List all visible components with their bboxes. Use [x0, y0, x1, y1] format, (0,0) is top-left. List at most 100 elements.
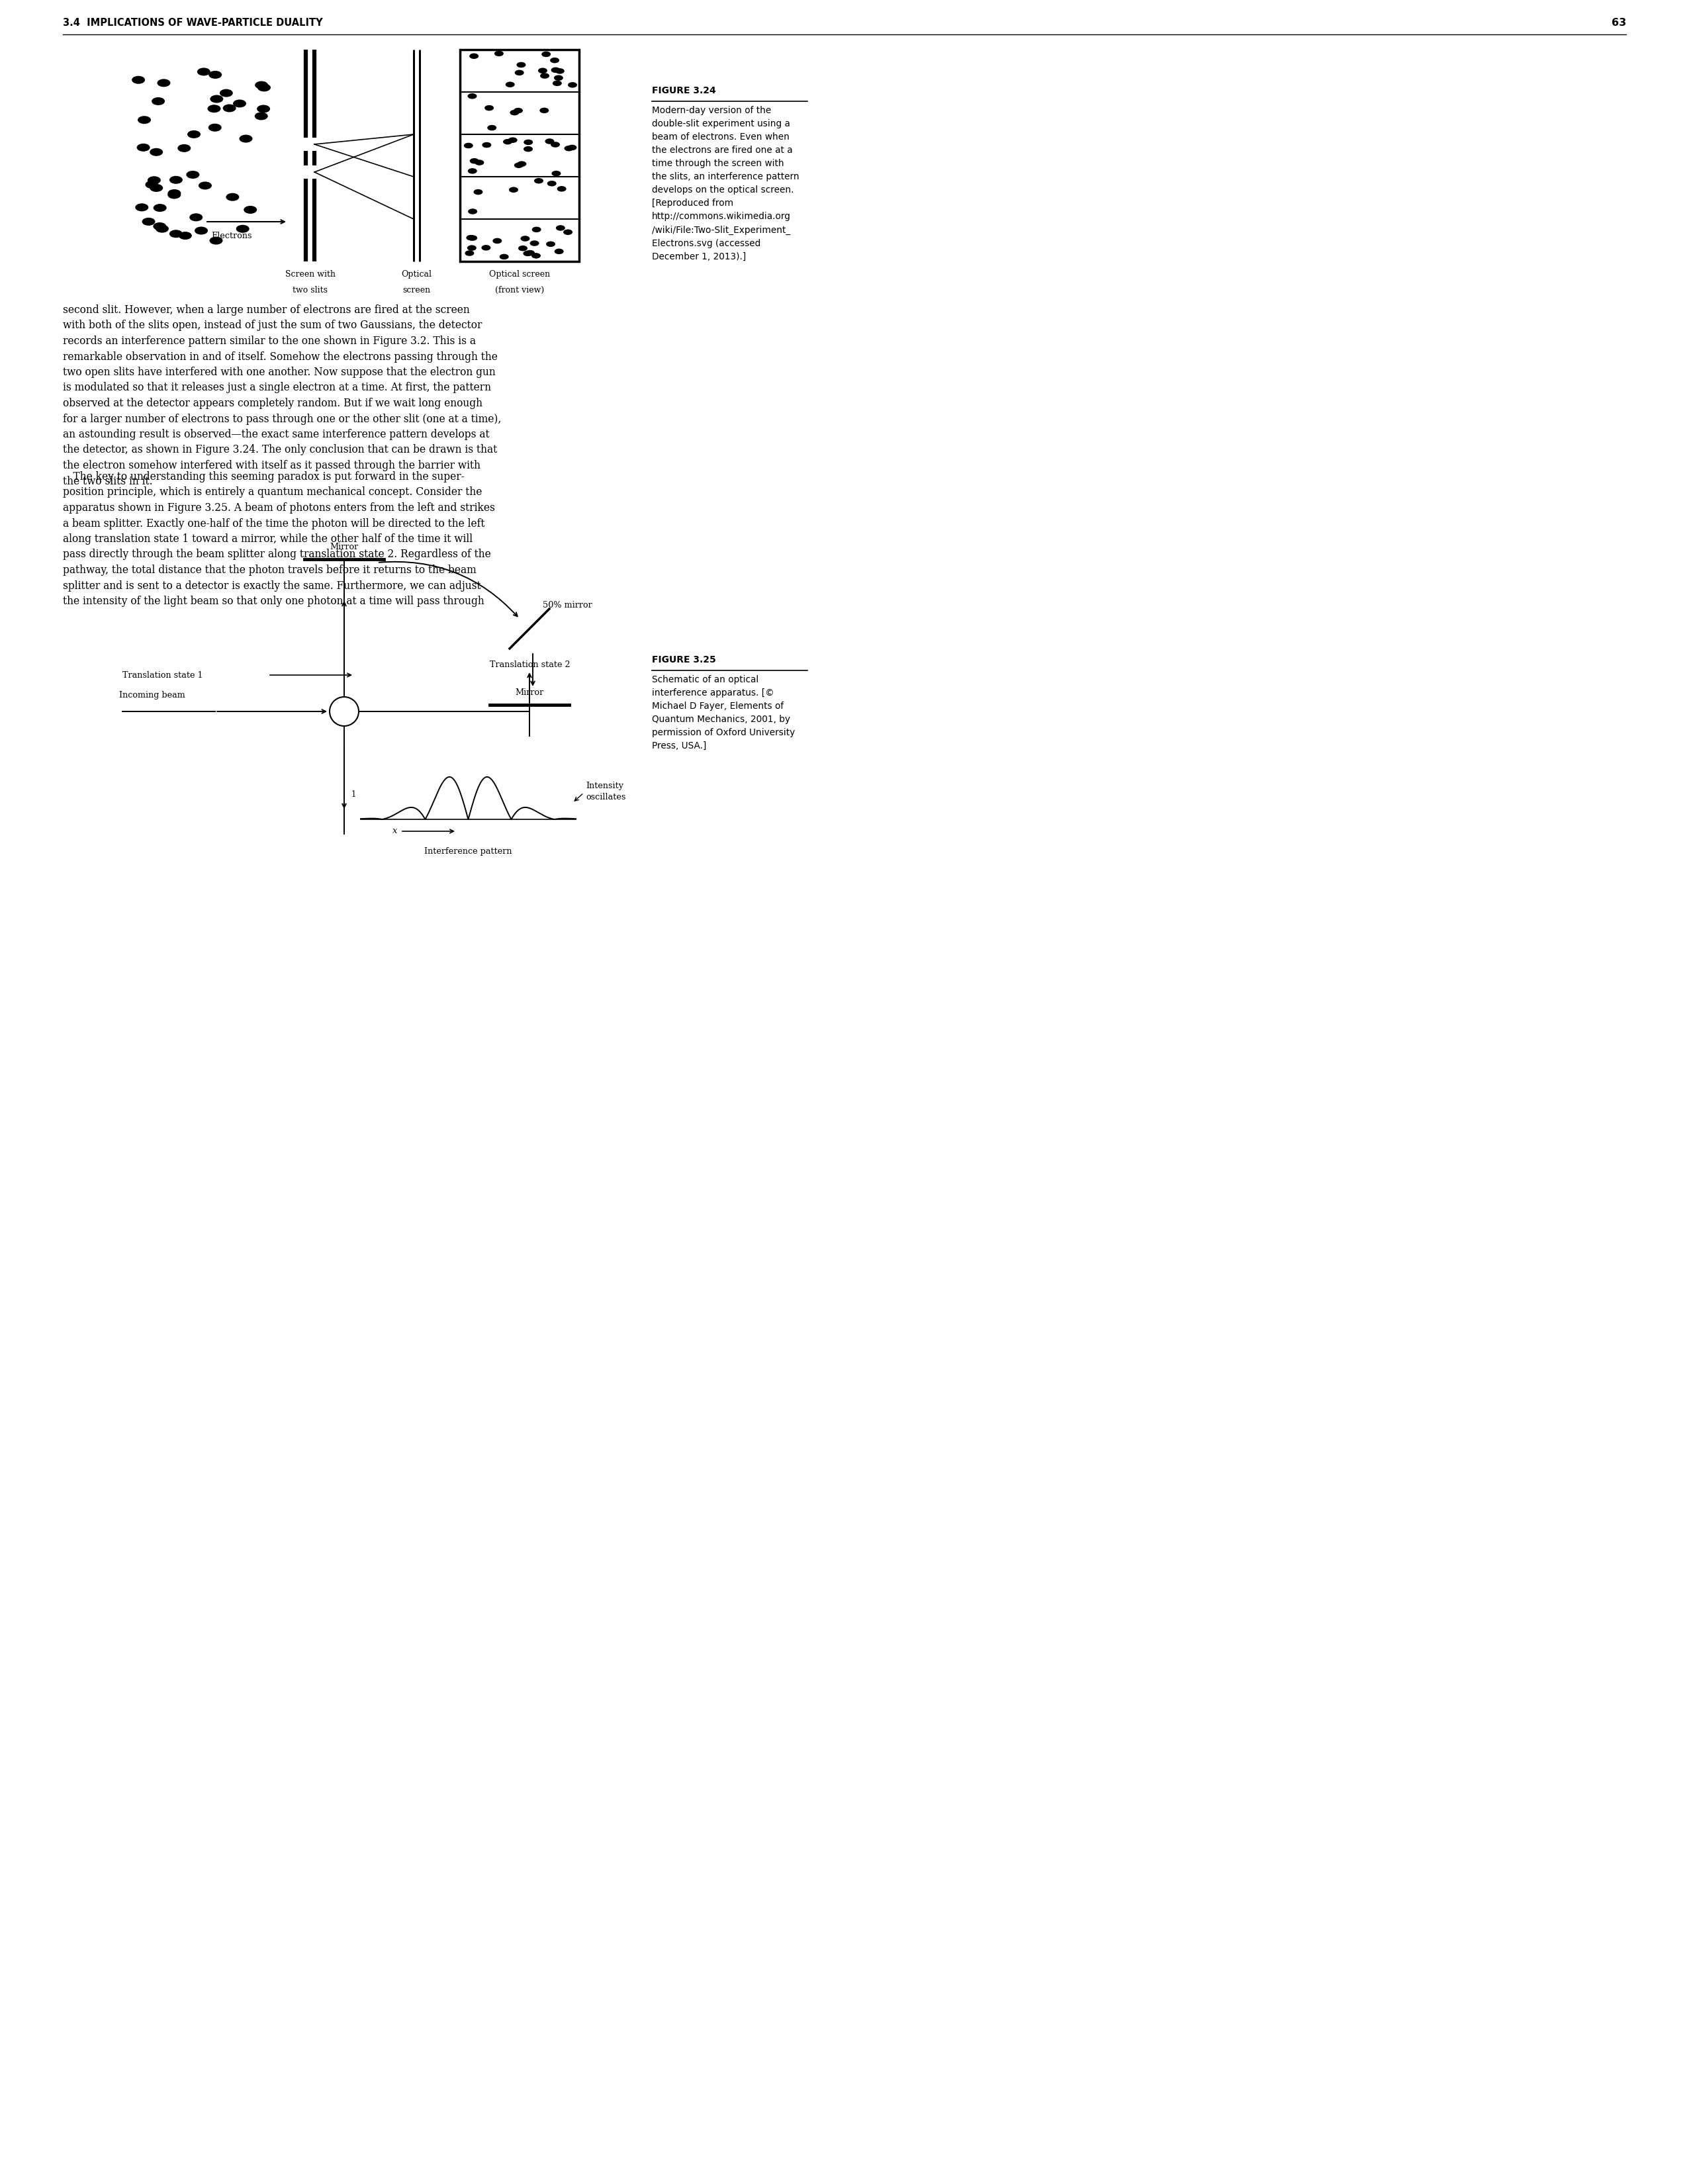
Ellipse shape [236, 225, 250, 234]
Ellipse shape [208, 124, 221, 131]
Ellipse shape [187, 131, 201, 138]
Ellipse shape [551, 57, 559, 63]
Ellipse shape [209, 70, 221, 79]
Ellipse shape [486, 124, 497, 131]
Ellipse shape [493, 238, 502, 245]
Ellipse shape [525, 249, 535, 256]
Text: The key to understanding this seeming paradox is put forward in the super-
posit: The key to understanding this seeming pa… [62, 472, 495, 607]
Ellipse shape [530, 240, 539, 247]
Ellipse shape [515, 70, 524, 76]
Ellipse shape [564, 146, 574, 151]
Text: Screen with: Screen with [285, 271, 334, 280]
Ellipse shape [132, 76, 145, 83]
Ellipse shape [137, 144, 150, 151]
Ellipse shape [505, 81, 515, 87]
Text: FIGURE 3.24: FIGURE 3.24 [652, 85, 716, 96]
Ellipse shape [464, 251, 475, 256]
Ellipse shape [169, 229, 182, 238]
Text: (front view): (front view) [495, 286, 544, 295]
Ellipse shape [468, 245, 476, 251]
Ellipse shape [155, 225, 169, 234]
Ellipse shape [517, 61, 525, 68]
Ellipse shape [177, 144, 191, 153]
Ellipse shape [152, 98, 166, 105]
Ellipse shape [513, 107, 524, 114]
Ellipse shape [542, 52, 551, 57]
Ellipse shape [468, 168, 476, 175]
Ellipse shape [556, 225, 566, 232]
Ellipse shape [552, 81, 562, 85]
Ellipse shape [532, 227, 540, 232]
Ellipse shape [524, 146, 532, 153]
Ellipse shape [167, 190, 181, 199]
Ellipse shape [468, 236, 478, 240]
Ellipse shape [157, 79, 171, 87]
Text: Translation state 1: Translation state 1 [122, 670, 203, 679]
Ellipse shape [547, 181, 556, 186]
Ellipse shape [186, 170, 199, 179]
Ellipse shape [546, 240, 556, 247]
Text: FIGURE 3.25: FIGURE 3.25 [652, 655, 716, 664]
Ellipse shape [257, 83, 270, 92]
Text: Incoming beam: Incoming beam [120, 690, 186, 699]
Ellipse shape [167, 190, 181, 197]
Ellipse shape [481, 245, 491, 251]
Ellipse shape [154, 203, 167, 212]
Ellipse shape [539, 107, 549, 114]
Ellipse shape [468, 210, 478, 214]
Ellipse shape [564, 229, 573, 236]
Ellipse shape [169, 177, 182, 183]
Ellipse shape [520, 236, 530, 242]
Bar [459, 50, 579, 262]
Ellipse shape [135, 203, 149, 212]
Ellipse shape [500, 253, 508, 260]
Text: Optical: Optical [402, 271, 432, 280]
Ellipse shape [556, 68, 564, 74]
Text: two slits: two slits [292, 286, 328, 295]
Ellipse shape [481, 142, 491, 149]
Ellipse shape [513, 162, 524, 168]
Ellipse shape [223, 105, 236, 111]
Text: 50% mirror: 50% mirror [542, 601, 593, 609]
Text: 63: 63 [1611, 17, 1627, 28]
Ellipse shape [209, 236, 223, 245]
Text: x: x [392, 828, 397, 836]
Ellipse shape [503, 140, 512, 144]
Ellipse shape [470, 52, 478, 59]
Text: Optical screen: Optical screen [490, 271, 551, 280]
Ellipse shape [568, 144, 576, 151]
Ellipse shape [495, 50, 503, 57]
Text: Modern-day version of the
double-slit experiment using a
beam of electrons. Even: Modern-day version of the double-slit ex… [652, 105, 799, 262]
Ellipse shape [508, 138, 517, 142]
Ellipse shape [255, 81, 269, 90]
Ellipse shape [554, 249, 564, 253]
Ellipse shape [150, 149, 162, 155]
Ellipse shape [466, 236, 476, 240]
Ellipse shape [470, 157, 480, 164]
Ellipse shape [220, 90, 233, 96]
Ellipse shape [145, 181, 159, 188]
Ellipse shape [208, 105, 221, 114]
Ellipse shape [147, 177, 160, 183]
Text: 3.4  IMPLICATIONS OF WAVE-PARTICLE DUALITY: 3.4 IMPLICATIONS OF WAVE-PARTICLE DUALIT… [62, 17, 323, 28]
Ellipse shape [510, 109, 519, 116]
Text: Translation state 2: Translation state 2 [490, 662, 571, 670]
Ellipse shape [524, 140, 534, 144]
Ellipse shape [209, 94, 223, 103]
Text: Electrons: Electrons [211, 232, 252, 240]
Ellipse shape [552, 170, 561, 177]
Ellipse shape [524, 251, 532, 256]
Ellipse shape [568, 83, 578, 87]
Ellipse shape [199, 181, 211, 190]
Ellipse shape [240, 135, 252, 142]
Text: Schematic of an optical
interference apparatus. [©
Michael D Fayer, Elements of
: Schematic of an optical interference app… [652, 675, 796, 751]
Ellipse shape [189, 214, 203, 221]
Ellipse shape [154, 223, 166, 229]
Ellipse shape [546, 138, 554, 144]
Ellipse shape [485, 105, 493, 111]
Ellipse shape [473, 190, 483, 194]
Ellipse shape [551, 68, 561, 72]
Ellipse shape [468, 94, 476, 98]
Ellipse shape [519, 245, 527, 251]
Ellipse shape [194, 227, 208, 234]
